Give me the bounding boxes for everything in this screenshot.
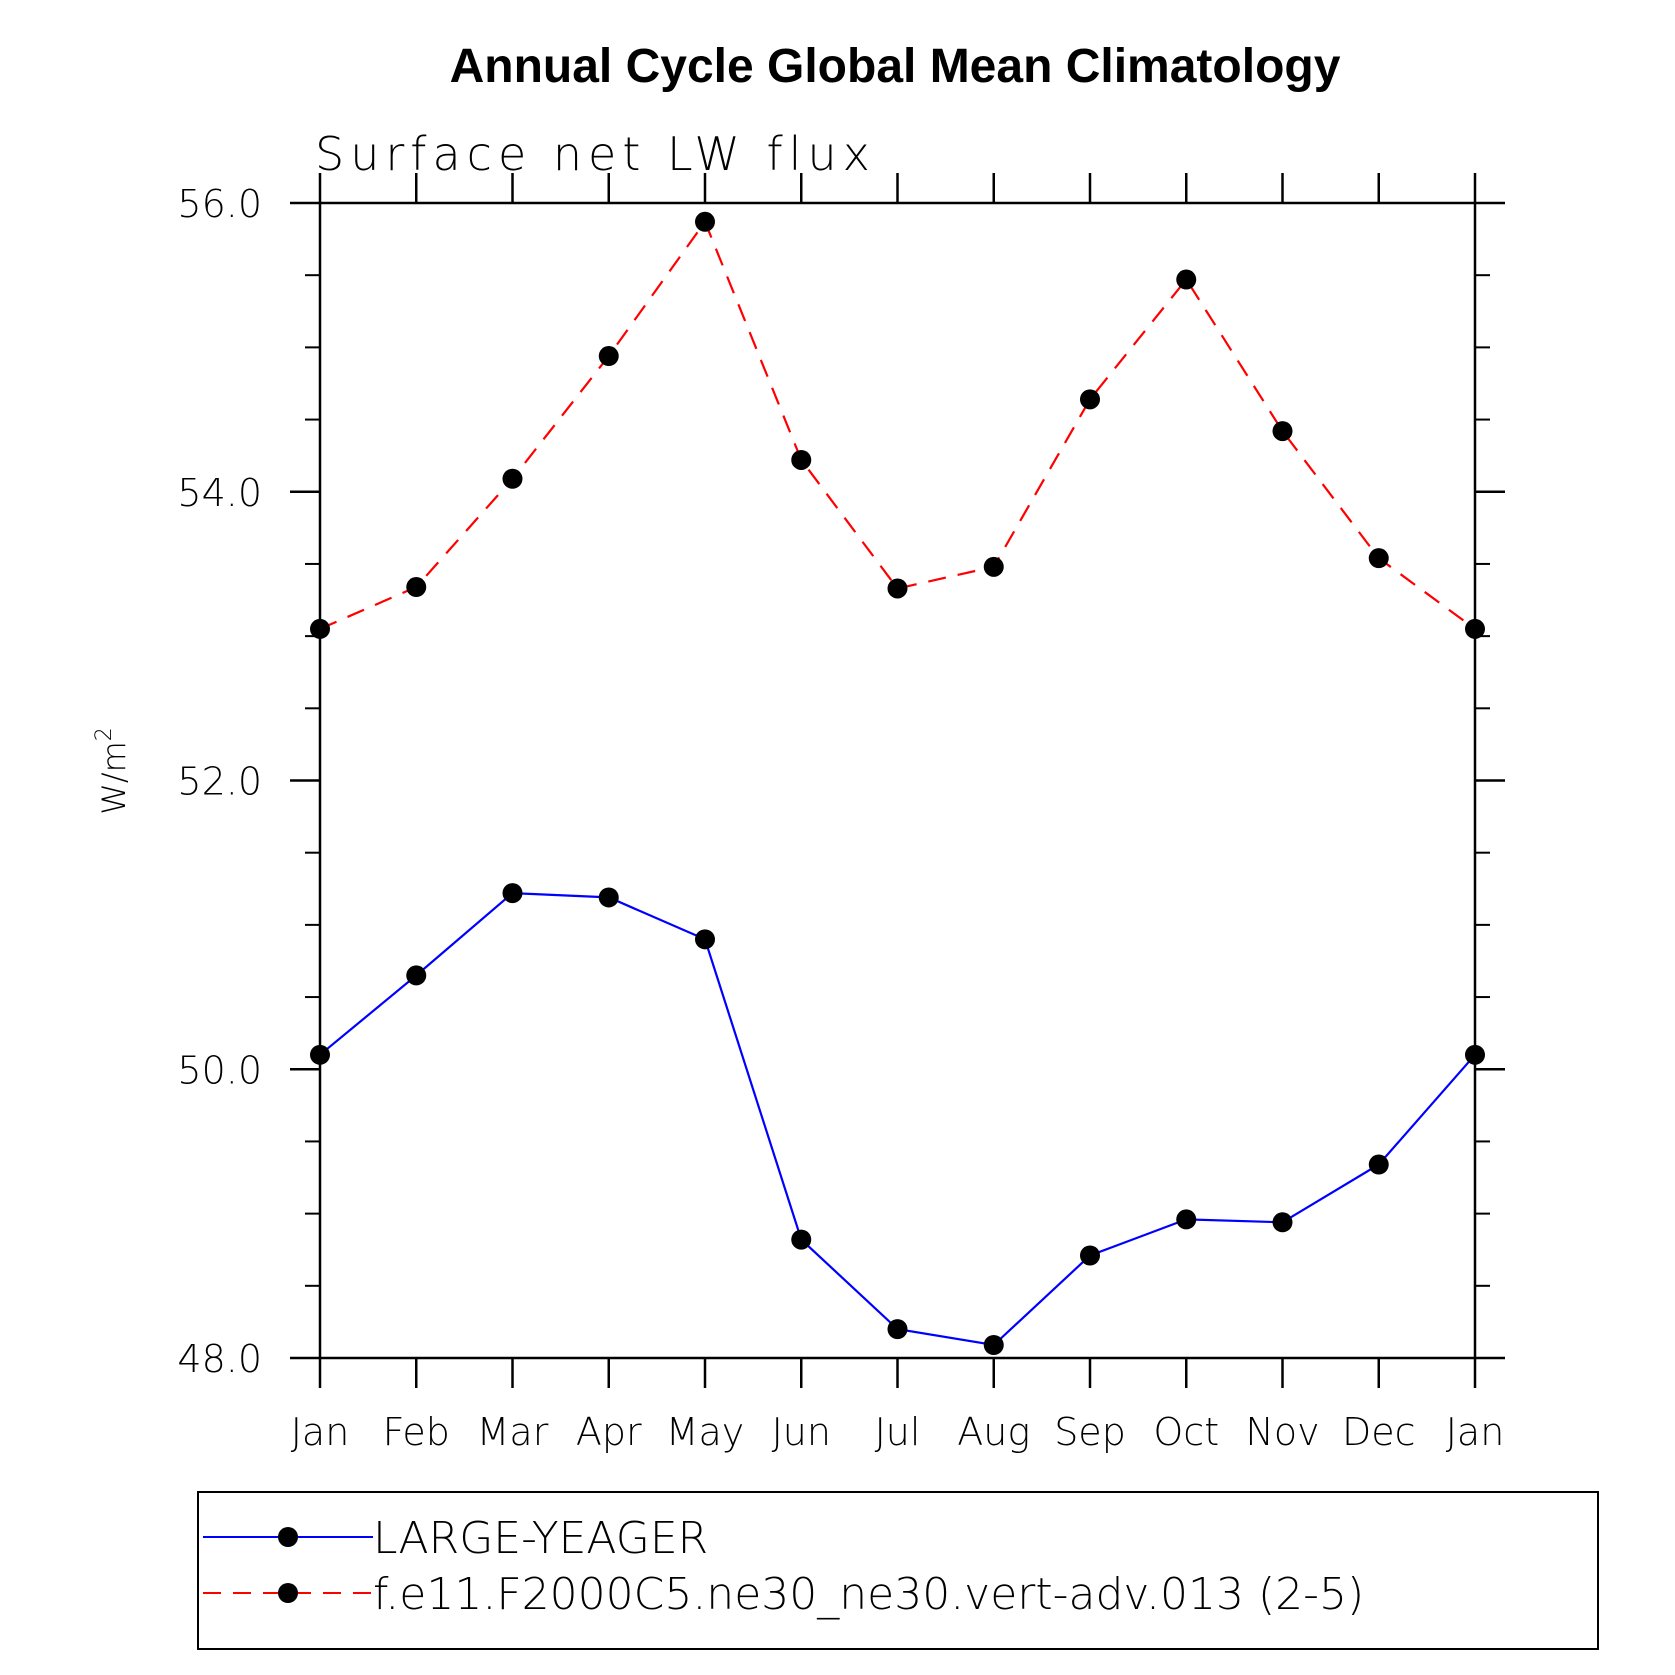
series-0-point [598,887,619,908]
legend-marker-large-yeager [278,1527,298,1547]
series-1-point [887,578,908,599]
series-0-point [1368,1154,1389,1175]
series-0-point [983,1335,1004,1356]
series-line-1 [319,219,1476,630]
series-line-0 [319,891,1476,1347]
series-1-point [695,211,715,232]
y-axis-label: W/m2 [92,727,133,815]
legend-marker-vert-adv [278,1583,298,1603]
series-1-point [1368,548,1389,569]
series-0-point [1176,1209,1197,1230]
series-0-point [502,883,523,904]
y-tick-label: 50.0 [177,1048,262,1092]
series-1-point [1465,618,1485,639]
series-0-point [887,1319,908,1340]
y-axis-label-base: W/m [95,741,133,815]
series-layer [310,211,1485,1356]
x-tick-label: Jan [1446,1410,1505,1454]
chart-subtitle: Surface net LW flux [315,127,876,181]
y-tick-label: 52.0 [177,760,262,804]
y-tick-labels: 48.0 50.0 52.0 54.0 56.0 [177,182,262,1381]
series-0-point [791,1229,812,1250]
series-1-point [791,449,812,470]
y-tick-label: 56.0 [177,182,262,226]
series-0-point [310,1044,330,1065]
series-0-point [406,965,427,986]
x-tick-label: Jan [291,1410,350,1454]
series-1-point [983,556,1004,577]
x-tick-label: Jun [772,1410,831,1454]
y-tick-label: 48.0 [177,1337,262,1381]
series-1-point [598,346,619,367]
x-tick-label: Oct [1153,1410,1219,1454]
y-axis-label-sup: 2 [92,727,117,741]
svg-text:W/m2: W/m2 [92,727,133,815]
legend-label-vert-adv: f.e11.F2000C5.ne30_ne30.vert-adv.013 (2-… [373,1569,1364,1620]
x-tick-label: Mar [477,1410,549,1454]
x-tick-label: Nov [1245,1410,1319,1454]
axis-ticks [290,173,1505,1388]
series-1-point [502,468,523,489]
x-tick-labels: Jan Feb Mar Apr May Jun Jul Aug Sep Oct Nov Dec Jan [291,1410,1505,1454]
x-tick-label: Jul [875,1410,921,1454]
x-tick-label: May [666,1410,745,1454]
x-tick-label: Feb [383,1410,450,1454]
series-0-point [1080,1245,1100,1266]
x-tick-label: Dec [1342,1410,1416,1454]
series-0-point [695,929,715,950]
y-tick-label: 54.0 [177,471,262,515]
series-0-point [1465,1044,1485,1065]
series-1-point [1272,421,1293,442]
legend: LARGE-YEAGER f.e11.F2000C5.ne30_ne30.ver… [197,1491,1599,1650]
x-tick-label: Sep [1054,1410,1126,1454]
series-1-point [1176,269,1197,290]
chart-title: Annual Cycle Global Mean Climatology [450,40,1341,93]
x-tick-label: Aug [957,1410,1030,1454]
series-0-point [1272,1212,1293,1233]
series-1-point [1080,389,1100,410]
x-tick-label: Apr [576,1410,642,1454]
plot-frame [318,201,1477,1360]
series-1-point [406,577,427,598]
series-1-point [310,618,330,639]
legend-label-large-yeager: LARGE-YEAGER [373,1513,708,1564]
legend-box [197,1491,1599,1650]
